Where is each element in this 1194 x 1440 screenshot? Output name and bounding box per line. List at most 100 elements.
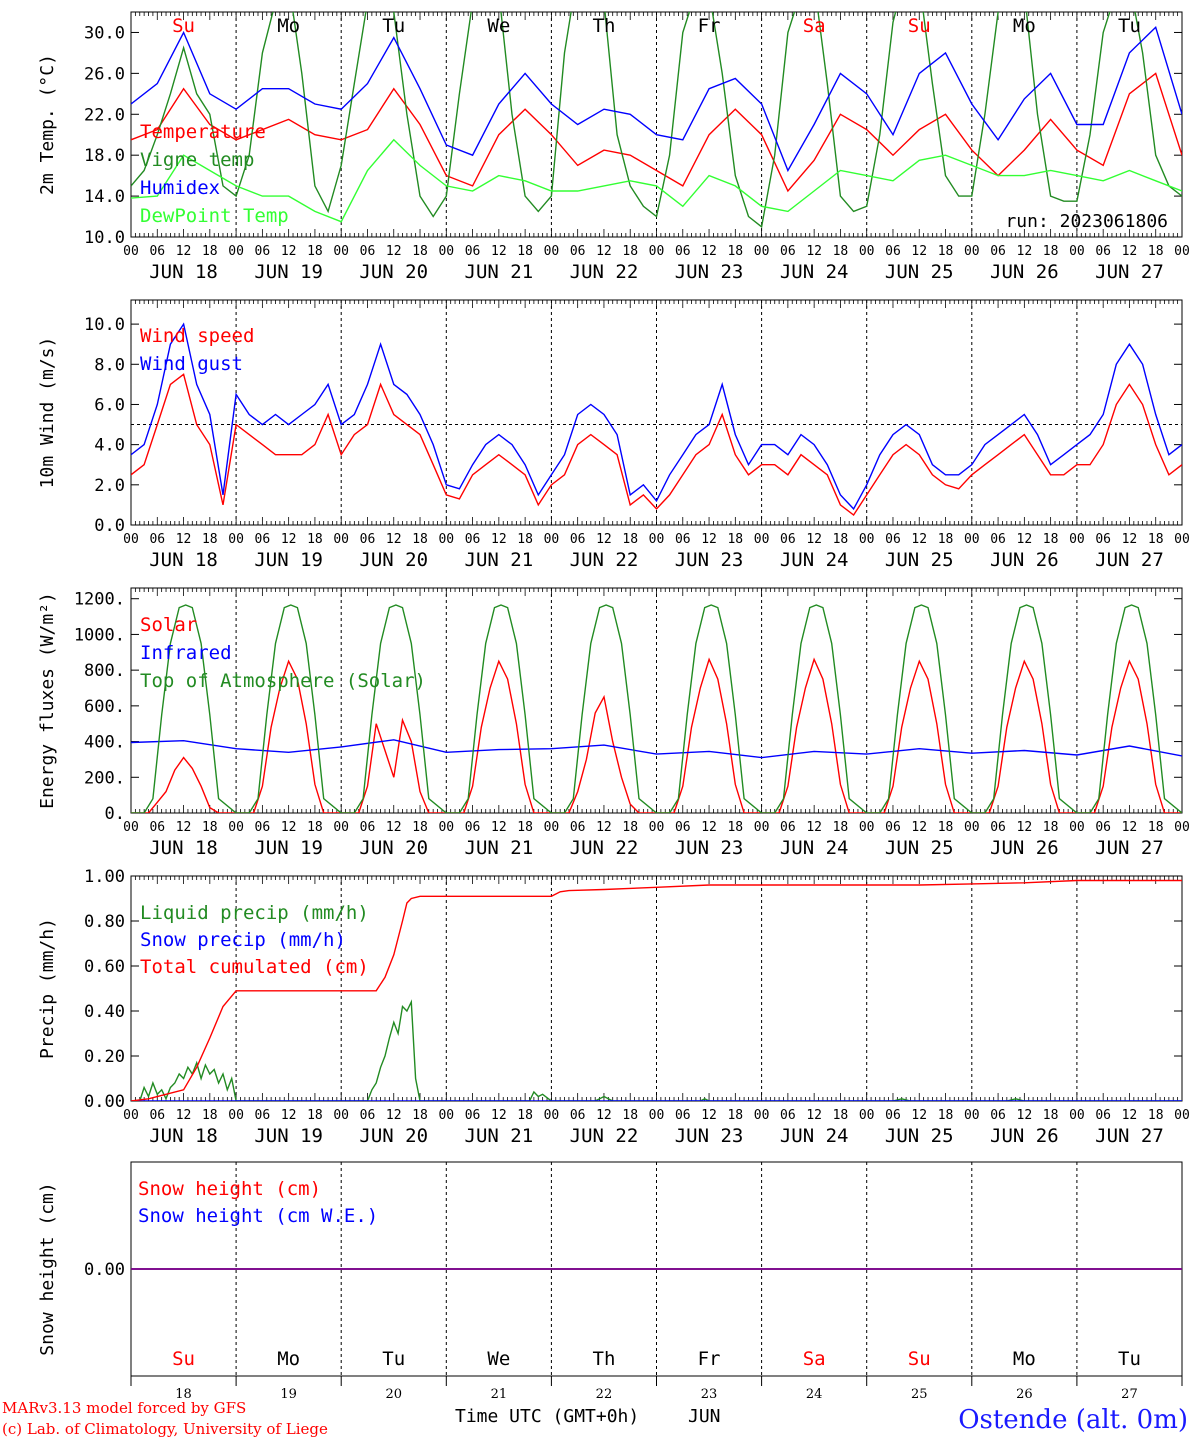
panel-1: 10.0 14.0 18.0 22.0 26.0 30.0 2m Temp. (°C) Tem… bbox=[37, 11, 1190, 283]
hour-tick-label: 12 bbox=[701, 244, 717, 259]
y-tick-label: 200. bbox=[84, 768, 125, 788]
weekday-label: Sa bbox=[803, 15, 826, 37]
hour-tick-label: 12 bbox=[1017, 532, 1033, 547]
hour-tick-label: 12 bbox=[386, 532, 402, 547]
hour-tick-label: 00 bbox=[859, 1108, 875, 1123]
hour-tick-label: 18 bbox=[517, 244, 533, 259]
series-line-wind-speed bbox=[131, 373, 1182, 517]
hour-tick-label: 18 bbox=[622, 1108, 638, 1123]
hour-tick-label: 18 bbox=[307, 1108, 323, 1123]
month-label: JUN bbox=[688, 1406, 721, 1427]
hour-tick-label: 06 bbox=[675, 820, 691, 835]
series-line-top-of-atmosphere-solar bbox=[131, 604, 1182, 813]
hour-tick-label: 12 bbox=[1017, 820, 1033, 835]
hour-tick-label: 00 bbox=[438, 1108, 454, 1123]
hour-tick-label: 12 bbox=[911, 244, 927, 259]
hour-tick-label: 12 bbox=[806, 244, 822, 259]
weekday-label: Fr bbox=[698, 15, 721, 37]
hour-tick-label: 12 bbox=[491, 532, 507, 547]
hour-tick-label: 06 bbox=[360, 1108, 376, 1123]
hour-tick-label: 18 bbox=[833, 820, 849, 835]
date-label: JUN 24 bbox=[780, 1125, 849, 1147]
hour-tick-label: 06 bbox=[360, 820, 376, 835]
panel-4: 0.00 0.20 0.40 0.60 0.80 1.00 Precip (mm/h) Liq… bbox=[37, 867, 1190, 1147]
hour-tick-label: 18 bbox=[412, 532, 428, 547]
hour-tick-label: 18 bbox=[1148, 1108, 1164, 1123]
hour-tick-label: 18 bbox=[517, 1108, 533, 1123]
hour-tick-label: 06 bbox=[255, 1108, 271, 1123]
hour-tick-label: 00 bbox=[754, 244, 770, 259]
hour-tick-label: 12 bbox=[701, 532, 717, 547]
date-label: JUN 19 bbox=[254, 837, 323, 859]
hour-tick-label: 18 bbox=[202, 244, 218, 259]
hour-tick-label: 00 bbox=[544, 244, 560, 259]
model-credit: MARv3.13 model forced by GFS bbox=[2, 1399, 246, 1417]
legend-entry: Solar bbox=[140, 614, 197, 636]
hour-tick-label: 12 bbox=[806, 532, 822, 547]
hour-tick-label: 12 bbox=[1017, 244, 1033, 259]
weekday-label: Su bbox=[908, 1348, 931, 1370]
hour-tick-label: 18 bbox=[938, 244, 954, 259]
y-tick-label: 600. bbox=[84, 697, 125, 717]
hour-tick-label: 12 bbox=[281, 532, 297, 547]
hour-tick-label: 00 bbox=[649, 1108, 665, 1123]
hour-tick-label: 06 bbox=[255, 820, 271, 835]
hour-tick-label: 18 bbox=[622, 244, 638, 259]
hour-tick-label: 00 bbox=[754, 820, 770, 835]
hour-tick-label: 18 bbox=[202, 820, 218, 835]
hour-tick-label: 12 bbox=[596, 532, 612, 547]
hour-tick-label: 06 bbox=[885, 532, 901, 547]
weekday-label: Su bbox=[172, 1348, 195, 1370]
hour-tick-label: 00 bbox=[1174, 244, 1190, 259]
y-tick-label: 18.0 bbox=[84, 146, 125, 166]
series-line-solar bbox=[131, 657, 1182, 813]
hour-tick-label: 18 bbox=[727, 820, 743, 835]
date-label: JUN 18 bbox=[149, 837, 218, 859]
hour-tick-label: 00 bbox=[754, 1108, 770, 1123]
date-label: JUN 20 bbox=[359, 261, 428, 283]
hour-tick-label: 00 bbox=[649, 244, 665, 259]
hour-tick-label: 12 bbox=[386, 1108, 402, 1123]
date-label: JUN 21 bbox=[465, 1125, 534, 1147]
hour-tick-label: 00 bbox=[859, 244, 875, 259]
x-axis-title: Time UTC (GMT+0h) bbox=[455, 1406, 639, 1427]
y-axis-label: 10m Wind (m/s) bbox=[37, 337, 58, 489]
date-label: JUN 26 bbox=[990, 1125, 1059, 1147]
hour-tick-label: 18 bbox=[833, 532, 849, 547]
hour-tick-label: 06 bbox=[675, 244, 691, 259]
weekday-label: Tu bbox=[1118, 1348, 1141, 1370]
y-tick-label: 2.0 bbox=[94, 476, 125, 496]
hour-tick-label: 00 bbox=[438, 532, 454, 547]
legend-entry: Vigne temp bbox=[140, 149, 254, 171]
y-tick-label: 30.0 bbox=[84, 23, 125, 43]
date-label: JUN 27 bbox=[1095, 549, 1164, 571]
hour-tick-label: 00 bbox=[228, 1108, 244, 1123]
hour-tick-label: 06 bbox=[780, 244, 796, 259]
hour-tick-label: 18 bbox=[833, 244, 849, 259]
y-axis-label: Precip (mm/h) bbox=[37, 918, 58, 1059]
plot-frame bbox=[130, 299, 1183, 526]
y-tick-label: 0.0 bbox=[94, 516, 125, 536]
hour-tick-label: 18 bbox=[307, 532, 323, 547]
date-label: JUN 22 bbox=[570, 837, 639, 859]
hour-tick-label: 18 bbox=[307, 244, 323, 259]
date-label: JUN 22 bbox=[570, 261, 639, 283]
date-label: JUN 26 bbox=[990, 261, 1059, 283]
hour-tick-label: 06 bbox=[360, 532, 376, 547]
hour-tick-label: 06 bbox=[1095, 820, 1111, 835]
date-label: JUN 23 bbox=[675, 1125, 744, 1147]
day-number-label: 21 bbox=[491, 1387, 508, 1402]
hour-tick-label: 00 bbox=[333, 532, 349, 547]
date-label: JUN 23 bbox=[675, 837, 744, 859]
hour-tick-label: 00 bbox=[333, 820, 349, 835]
weekday-label: Su bbox=[172, 15, 195, 37]
legend-entry: Infrared bbox=[140, 642, 232, 664]
hour-tick-label: 06 bbox=[570, 532, 586, 547]
y-tick-label: 0.40 bbox=[84, 1002, 125, 1022]
hour-tick-label: 12 bbox=[491, 244, 507, 259]
hour-tick-label: 18 bbox=[727, 1108, 743, 1123]
series-line-wind-gust bbox=[131, 322, 1182, 511]
hour-tick-label: 12 bbox=[806, 1108, 822, 1123]
hour-tick-label: 12 bbox=[281, 244, 297, 259]
weekday-label: Fr bbox=[698, 1348, 721, 1370]
